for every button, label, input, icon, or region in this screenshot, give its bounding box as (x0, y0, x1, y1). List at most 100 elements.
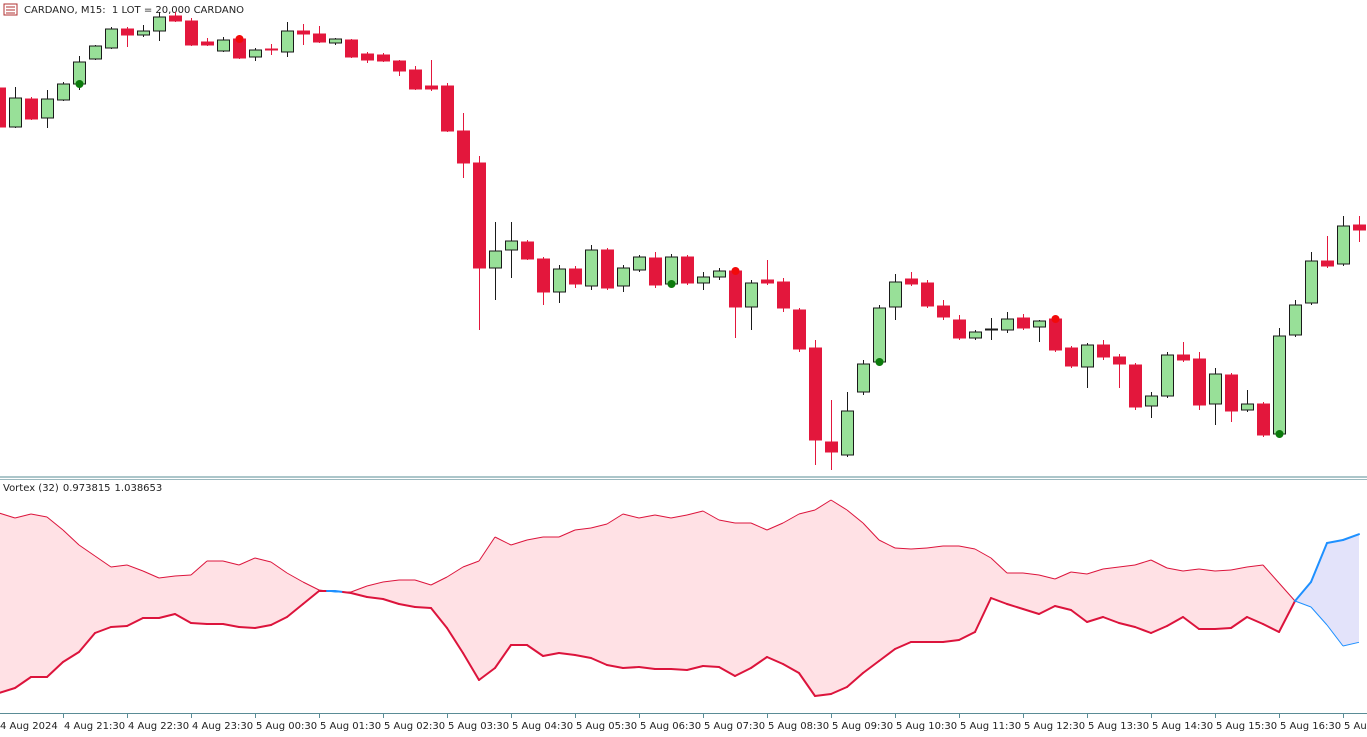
candle-body (713, 270, 726, 278)
candle-body (585, 249, 598, 287)
vortex-line-thin (1070, 571, 1088, 575)
candle-body (761, 279, 774, 284)
candle-body (505, 240, 518, 251)
vortex-line-thin (286, 572, 304, 583)
candle-body (249, 49, 262, 58)
vortex-line-thin (1230, 566, 1248, 571)
vortex-fill (79, 545, 95, 652)
candle-body (1113, 356, 1126, 365)
vortex-fill (879, 540, 895, 661)
candle-body (57, 83, 70, 101)
vortex-line-thin (1326, 624, 1344, 647)
candle-body (1017, 317, 1030, 329)
candle-body (697, 276, 710, 284)
candle-body (873, 307, 886, 363)
vortex-line-thick (270, 616, 288, 626)
candle-body (265, 48, 278, 51)
x-tick-label: 5 Aug 16:30 (1280, 721, 1341, 732)
x-tick-label: 5 Aug 00:30 (256, 721, 317, 732)
x-tick-label: 5 Aug 10:30 (896, 721, 957, 732)
vortex-line-thick (862, 660, 880, 674)
vortex-fill (271, 562, 287, 625)
candle-body (1321, 260, 1334, 267)
vortex-line-thin (1022, 572, 1040, 576)
vortex-fill (607, 514, 623, 668)
vortex-fill (671, 515, 687, 670)
vortex-line-thin (1262, 564, 1280, 584)
vortex-fill (1231, 567, 1247, 628)
vortex-line-thin (686, 510, 704, 516)
candle-body (777, 281, 790, 309)
candle-body (377, 54, 390, 62)
candle-body (313, 33, 326, 43)
x-tick-label: 5 Aug 15:30 (1216, 721, 1277, 732)
candle-body (1193, 358, 1206, 406)
candle-body (1337, 225, 1350, 265)
vortex-line-thick (798, 672, 816, 697)
vortex-line-thin (926, 545, 944, 549)
candle-body (1097, 344, 1110, 358)
buy-signal (875, 358, 884, 366)
vortex-fill (591, 524, 607, 665)
vortex-line-thick (334, 590, 344, 593)
vortex-line-thin (462, 560, 480, 568)
vortex-fill (191, 561, 207, 624)
vortex-fill (543, 537, 559, 656)
vortex-line-thick (766, 656, 784, 665)
vortex-line-thin (750, 522, 768, 531)
vortex-line-thick (622, 666, 640, 669)
vortex-line-thick (638, 666, 656, 670)
candle-body (841, 410, 854, 456)
vortex-line-thick (814, 693, 832, 697)
x-tick-label: 5 Aug 14:30 (1152, 721, 1213, 732)
vortex-line-thick (1326, 539, 1344, 544)
candle-body (745, 282, 758, 308)
vortex-line-thin (910, 547, 928, 550)
candle-body (1081, 344, 1094, 368)
vortex-fill (415, 580, 431, 608)
vortex-fill (911, 548, 927, 642)
candle-body (553, 268, 566, 293)
vortex-line-thin (990, 557, 1008, 574)
candle-body (425, 85, 438, 90)
x-tick-label: 5 Aug 11:30 (960, 721, 1021, 732)
vortex-lines (0, 499, 1360, 697)
x-tick-label: 5 Aug 07:30 (704, 721, 765, 732)
vortex-line-thin (414, 579, 432, 586)
vortex-line-thick (974, 597, 992, 633)
vortex-line-thick (526, 644, 544, 657)
vortex-line-thick (190, 622, 208, 625)
x-tick-label: 5 Aug (1344, 721, 1367, 732)
vortex-fill (943, 546, 959, 642)
vortex-line-thick (494, 644, 512, 669)
candle-body (281, 30, 294, 53)
vortex-line-thin (558, 529, 576, 538)
vortex-line-thin (270, 561, 288, 574)
vortex-line-thin (430, 576, 448, 586)
vortex-line-thick (830, 686, 848, 695)
vortex-fill (95, 556, 111, 633)
candle-body (1161, 354, 1174, 397)
vortex-fill (511, 540, 527, 645)
vortex-line-thin (654, 514, 672, 519)
vortex-fill (111, 565, 127, 627)
vortex-line-thin (1342, 641, 1360, 647)
vortex-fill (863, 523, 879, 673)
vortex-line-thin (1214, 569, 1232, 572)
x-tick-label: 5 Aug 12:30 (1024, 721, 1085, 732)
vortex-line-thin (1118, 564, 1136, 568)
vortex-fill (47, 517, 63, 677)
candle-body (905, 278, 918, 285)
vortex-fill (687, 511, 703, 670)
vortex-fill (15, 514, 31, 688)
vortex-line-thin (142, 570, 160, 579)
vortex-line-thin (878, 539, 896, 549)
vortex-line-thick (414, 606, 432, 609)
x-tick-label: 4 Aug 2024 (0, 721, 58, 732)
x-tick-label: 4 Aug 22:30 (128, 721, 189, 732)
vortex-line-thin (174, 574, 192, 577)
vortex-fill (479, 537, 495, 680)
candle-body (889, 281, 902, 308)
vortex-line-thick (238, 626, 256, 629)
